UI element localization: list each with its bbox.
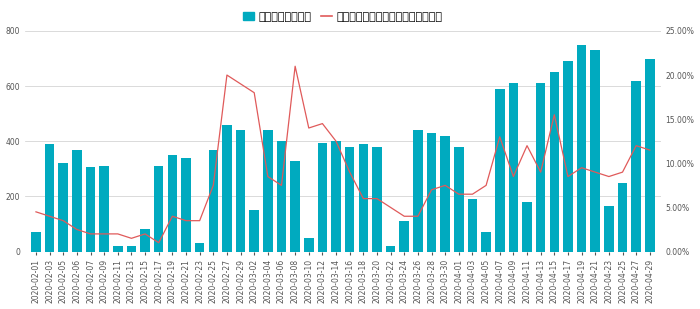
Bar	[167, 155, 177, 252]
Bar	[45, 144, 55, 252]
Bar	[304, 238, 314, 252]
Bar	[495, 89, 505, 252]
Bar	[372, 147, 382, 252]
Bar	[222, 125, 232, 252]
Bar	[386, 246, 396, 252]
Bar	[263, 130, 272, 252]
Bar	[127, 246, 136, 252]
Bar	[181, 158, 191, 252]
Bar	[454, 147, 463, 252]
Bar	[550, 72, 559, 252]
Bar	[331, 141, 341, 252]
Bar	[413, 130, 423, 252]
Bar	[195, 243, 204, 252]
Bar	[318, 143, 327, 252]
Bar	[113, 246, 122, 252]
Bar	[72, 150, 82, 252]
Bar	[209, 150, 218, 252]
Bar	[468, 199, 477, 252]
Bar	[59, 163, 68, 252]
Bar	[509, 83, 518, 252]
Bar	[400, 221, 409, 252]
Bar	[140, 230, 150, 252]
Bar	[249, 210, 259, 252]
Bar	[427, 133, 436, 252]
Bar	[32, 232, 41, 252]
Bar	[564, 61, 573, 252]
Bar	[345, 147, 354, 252]
Bar	[358, 144, 368, 252]
Legend: 団内連絡（全体）, 「コロナウイルス」に関連する配信: 団内連絡（全体）, 「コロナウイルス」に関連する配信	[239, 8, 447, 27]
Bar	[440, 136, 450, 252]
Bar	[154, 166, 164, 252]
Bar	[617, 183, 627, 252]
Bar	[276, 141, 286, 252]
Bar	[290, 161, 300, 252]
Bar	[631, 81, 641, 252]
Bar	[482, 232, 491, 252]
Bar	[577, 45, 587, 252]
Bar	[522, 202, 532, 252]
Bar	[85, 167, 95, 252]
Bar	[536, 83, 545, 252]
Bar	[604, 206, 614, 252]
Bar	[99, 166, 109, 252]
Bar	[591, 50, 600, 252]
Bar	[645, 58, 654, 252]
Bar	[236, 130, 245, 252]
